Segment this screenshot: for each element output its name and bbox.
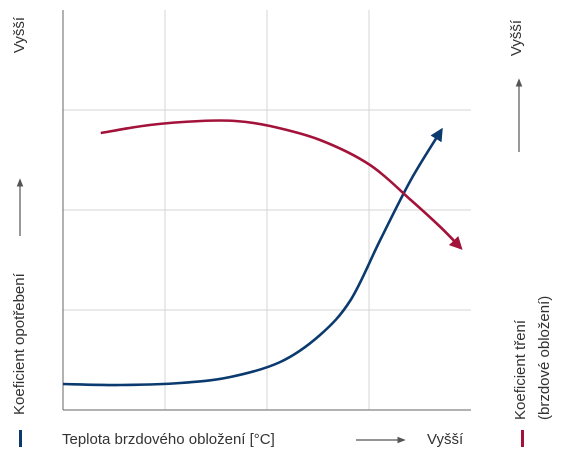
y2-high: Vyšší <box>508 19 525 56</box>
grid <box>63 10 471 410</box>
x-high: Vyšší <box>427 431 464 448</box>
series-line <box>100 119 463 250</box>
x-label: Teplota brzdového obložení [°C] <box>62 431 275 448</box>
legend-swatch <box>19 430 22 447</box>
y-label: Koeficient opotřebení <box>11 272 28 415</box>
y2-label-sub: (brzdové obložení) <box>536 296 553 420</box>
series-line <box>62 127 443 387</box>
legend-swatch <box>521 430 524 447</box>
lines <box>62 119 463 387</box>
y-high: Vyšší <box>11 16 28 53</box>
y2-label: Koeficient tření <box>512 319 529 420</box>
